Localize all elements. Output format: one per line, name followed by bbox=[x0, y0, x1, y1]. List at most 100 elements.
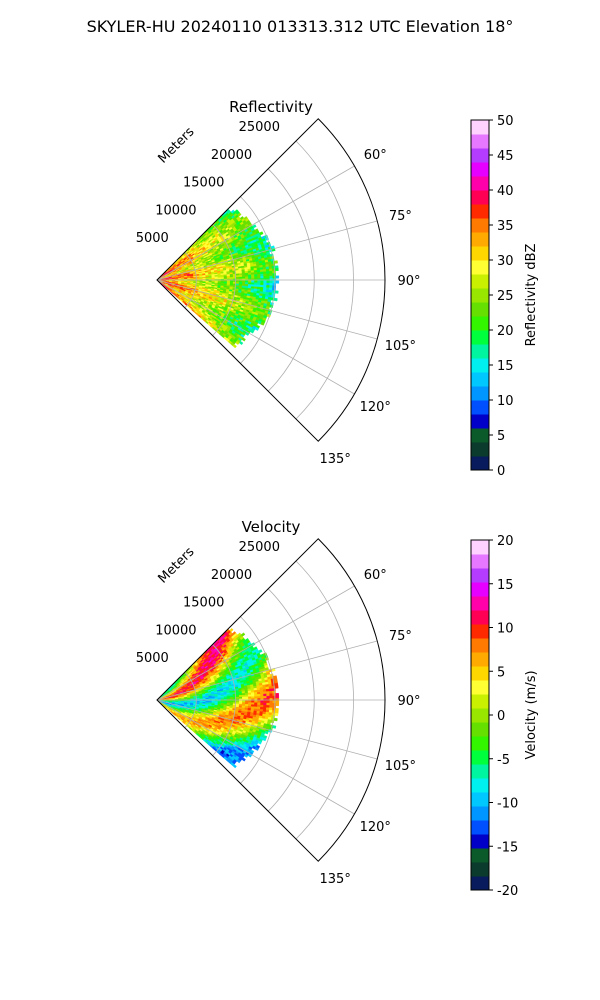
colorbar-tick-label: 35 bbox=[497, 219, 514, 234]
radar-gate bbox=[266, 700, 270, 704]
colorbar-tick-label: 15 bbox=[497, 359, 514, 374]
colorbar-segment bbox=[471, 344, 489, 359]
radar-gate bbox=[226, 277, 231, 280]
colorbar-segment bbox=[471, 246, 489, 261]
colorbar-segment bbox=[471, 204, 489, 219]
radar-gate bbox=[263, 275, 267, 279]
radar-gate bbox=[245, 694, 249, 698]
azimuth-tick-label: 90° bbox=[397, 274, 420, 289]
radar-gate bbox=[266, 691, 270, 695]
radar-gate bbox=[252, 224, 257, 229]
colorbar-segment bbox=[471, 148, 489, 163]
radar-gate bbox=[275, 703, 280, 707]
radar-gate bbox=[272, 280, 277, 284]
radar-gate bbox=[242, 280, 246, 283]
radar-gate bbox=[275, 698, 280, 702]
colorbar-segment bbox=[471, 288, 489, 303]
radar-gate bbox=[269, 698, 273, 701]
radar-gate bbox=[266, 282, 270, 286]
azimuth-tick-label: 60° bbox=[364, 148, 387, 163]
radar-gate bbox=[266, 695, 270, 699]
colorbar-segment bbox=[471, 190, 489, 205]
radar-gate bbox=[266, 698, 270, 701]
radar-gate bbox=[245, 700, 249, 703]
radar-gate bbox=[248, 700, 252, 703]
radar-gate bbox=[269, 273, 273, 277]
radar-gate bbox=[272, 282, 276, 286]
radar-gate bbox=[273, 297, 278, 302]
radar-gate bbox=[263, 273, 267, 277]
figure-suptitle: SKYLER-HU 20240110 013313.312 UTC Elevat… bbox=[87, 17, 514, 36]
radar-gate bbox=[235, 276, 240, 280]
colorbar-tick-label: 50 bbox=[497, 114, 514, 129]
radar-gate bbox=[260, 693, 264, 697]
radar-gate bbox=[257, 694, 261, 697]
colorbar-segment bbox=[471, 330, 489, 345]
radar-gate bbox=[248, 276, 252, 279]
radar-gate bbox=[266, 275, 270, 279]
radar-gate bbox=[272, 693, 276, 697]
radar-gate bbox=[269, 700, 273, 704]
radar-gate bbox=[239, 276, 243, 280]
panel-velocity: Velocity60°75°90°105°120°135°50001000015… bbox=[136, 518, 539, 899]
radar-gate bbox=[254, 280, 258, 283]
panel-reflectivity: Reflectivity 60° 75° 90° 105° 120° 135° 5000 10 0… bbox=[136, 98, 539, 479]
radar-gate bbox=[242, 276, 246, 280]
colorbar-tick-label: 5 bbox=[497, 429, 505, 444]
colorbar-tick-label: 10 bbox=[497, 394, 514, 409]
radar-gate bbox=[251, 276, 255, 279]
radar-gate bbox=[257, 276, 261, 279]
radar-gate bbox=[257, 271, 261, 275]
range-axis-label: Meters bbox=[156, 124, 198, 166]
radar-gate bbox=[260, 276, 264, 279]
radar-gate bbox=[237, 212, 242, 217]
radar-gate bbox=[275, 700, 280, 704]
radar-gate bbox=[235, 696, 240, 700]
radar-gate bbox=[257, 702, 261, 706]
colorbar-segment bbox=[471, 120, 489, 135]
radar-field bbox=[156, 628, 280, 769]
colorbar-tick-label: 40 bbox=[497, 184, 514, 199]
radar-gate bbox=[269, 702, 273, 706]
radar-gate bbox=[272, 688, 276, 692]
radar-gate bbox=[248, 694, 252, 698]
colorbar-segment bbox=[471, 260, 489, 275]
radar-gate bbox=[272, 268, 276, 272]
azimuth-tick-label: 105° bbox=[385, 339, 416, 354]
radar-gate bbox=[269, 285, 273, 289]
radar-gate bbox=[275, 695, 280, 699]
radar-gate bbox=[269, 280, 273, 284]
radar-gate bbox=[263, 695, 267, 699]
radar-gate bbox=[263, 271, 267, 275]
radar-gate bbox=[251, 274, 255, 277]
radar-gate bbox=[274, 260, 278, 264]
radar-gate bbox=[269, 705, 273, 709]
radar-gate bbox=[272, 695, 277, 699]
radar-gate bbox=[272, 270, 276, 274]
radar-gate bbox=[266, 693, 270, 697]
colorbar-segment bbox=[471, 414, 489, 429]
radar-gate bbox=[242, 696, 246, 700]
radar-gate bbox=[275, 267, 279, 272]
radar-gate bbox=[254, 694, 258, 697]
azimuth-tick-label: 75° bbox=[389, 209, 412, 224]
colorbar-segment bbox=[471, 372, 489, 387]
azimuth-tick-label: 120° bbox=[360, 400, 391, 415]
radar-gate bbox=[245, 274, 249, 278]
radar-gate bbox=[248, 274, 252, 278]
colorbar-tick-label: 0 bbox=[497, 464, 505, 479]
radar-gate bbox=[260, 280, 264, 284]
azimuth-tick-label: 135° bbox=[320, 452, 351, 467]
panel-title: Reflectivity bbox=[229, 98, 313, 116]
radar-gate bbox=[266, 702, 270, 706]
range-tick-label: 5000 bbox=[136, 231, 169, 246]
range-tick-label: 15000 bbox=[183, 176, 224, 191]
radar-gate bbox=[266, 273, 270, 277]
radar-gate bbox=[269, 695, 273, 699]
radar-gate bbox=[272, 273, 276, 277]
radar-gate bbox=[260, 702, 264, 706]
radar-gate bbox=[272, 275, 277, 279]
range-tick-label: 20000 bbox=[211, 148, 252, 163]
radar-gate bbox=[260, 273, 264, 277]
